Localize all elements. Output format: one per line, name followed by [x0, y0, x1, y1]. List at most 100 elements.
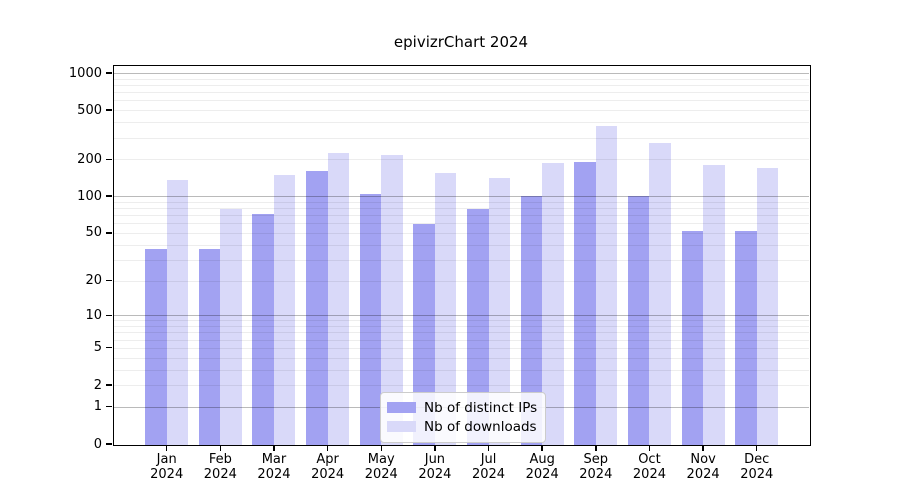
x-tick-label-jan: Jan 2024 — [150, 452, 184, 482]
minor-gridline-400 — [113, 122, 809, 124]
bar-ips-aug — [520, 196, 543, 445]
y-tick-20 — [106, 279, 112, 282]
y-tick-2 — [106, 384, 112, 386]
bar-ips-sep — [574, 161, 596, 445]
legend-label-distinct-ips: Nb of distinct IPs — [424, 399, 538, 416]
x-tick-label-may: May 2024 — [364, 452, 398, 482]
bar-ips-jan — [145, 248, 167, 445]
y-tick-5 — [106, 347, 112, 349]
y-tick-1 — [106, 406, 112, 408]
minor-gridline-40 — [113, 244, 809, 246]
x-tick-aug — [541, 446, 543, 451]
minor-gridline-200 — [113, 159, 809, 161]
y-tick-0 — [106, 443, 112, 445]
bar-downloads-jan — [166, 180, 189, 445]
bar-ips-may — [359, 193, 382, 445]
x-tick-jan — [166, 446, 168, 451]
legend-swatch-downloads — [387, 421, 416, 432]
x-tick-label-aug: Aug 2024 — [525, 452, 559, 482]
x-tick-jun — [434, 446, 436, 451]
minor-gridline-90 — [113, 201, 809, 203]
bar-downloads-jul — [488, 178, 511, 445]
x-tick-label-mar: Mar 2024 — [257, 452, 291, 482]
bar-ips-jun — [413, 224, 435, 445]
y-tick-label-100: 100 — [77, 188, 102, 204]
x-tick-jul — [487, 446, 490, 451]
minor-gridline-80 — [113, 208, 809, 210]
x-tick-label-jul: Jul 2024 — [471, 452, 506, 482]
y-tick-label-500: 500 — [77, 102, 102, 118]
legend-swatch-distinct-ips — [387, 402, 416, 413]
x-tick-nov — [702, 446, 704, 451]
bar-downloads-may — [381, 155, 403, 445]
legend-label-downloads: Nb of downloads — [424, 418, 537, 435]
x-tick-label-feb: Feb 2024 — [203, 452, 237, 482]
y-tick-100 — [106, 195, 112, 197]
bar-downloads-mar — [273, 174, 296, 445]
x-tick-label-oct: Oct 2024 — [632, 452, 666, 482]
minor-gridline-800 — [113, 84, 809, 86]
y-tick-label-10: 10 — [85, 307, 102, 323]
y-tick-label-1000: 1000 — [68, 65, 102, 81]
bar-downloads-sep — [595, 125, 618, 445]
legend-item-distinct-ips: Nb of distinct IPs — [387, 398, 538, 417]
legend: Nb of distinct IPs Nb of downloads — [380, 392, 546, 443]
y-tick-10 — [106, 314, 112, 316]
y-tick-label-200: 200 — [77, 151, 102, 167]
x-tick-feb — [219, 446, 222, 451]
x-tick-label-nov: Nov 2024 — [686, 452, 720, 482]
bar-downloads-dec — [756, 167, 779, 445]
minor-gridline-700 — [113, 92, 809, 94]
bar-ips-feb — [198, 248, 221, 445]
plot-frame — [113, 65, 811, 446]
minor-gridline-20 — [113, 280, 809, 282]
y-tick-50 — [106, 232, 112, 234]
bar-ips-oct — [627, 196, 650, 445]
x-tick-mar — [273, 446, 275, 451]
minor-gridline-500 — [113, 110, 809, 112]
x-tick-label-dec: Dec 2024 — [740, 452, 774, 482]
minor-gridline-30 — [113, 259, 809, 261]
y-tick-200 — [106, 158, 112, 160]
minor-gridline-8 — [113, 326, 809, 327]
bar-downloads-nov — [703, 164, 725, 445]
minor-gridline-3 — [113, 369, 809, 371]
x-tick-dec — [756, 446, 758, 451]
minor-gridline-7 — [113, 332, 809, 334]
bar-ips-jul — [467, 209, 489, 445]
major-gridline-1000 — [113, 73, 809, 74]
y-tick-label-5: 5 — [93, 340, 102, 356]
minor-gridline-50 — [113, 232, 809, 234]
x-tick-label-jun: Jun 2024 — [418, 452, 452, 482]
y-tick-label-1: 1 — [93, 399, 102, 415]
bar-downloads-aug — [542, 163, 564, 445]
x-tick-may — [380, 446, 382, 451]
x-tick-label-apr: Apr 2024 — [311, 452, 345, 482]
minor-gridline-900 — [113, 78, 809, 80]
bar-ips-mar — [252, 214, 274, 445]
minor-gridline-70 — [113, 215, 809, 217]
y-tick-1000 — [106, 72, 112, 74]
minor-gridline-2 — [113, 385, 809, 386]
major-gridline-10 — [113, 315, 809, 317]
x-tick-oct — [648, 446, 651, 451]
bar-downloads-apr — [327, 152, 350, 445]
y-tick-label-50: 50 — [85, 225, 102, 241]
minor-gridline-9 — [113, 320, 809, 322]
bar-downloads-feb — [220, 209, 242, 445]
bar-downloads-jun — [434, 172, 457, 445]
major-gridline-100 — [113, 196, 809, 198]
chart-title: epivizrChart 2024 — [393, 33, 529, 51]
y-tick-500 — [106, 109, 112, 111]
bar-ips-nov — [681, 230, 704, 445]
y-tick-label-2: 2 — [93, 377, 102, 393]
bar-ips-dec — [735, 230, 757, 445]
minor-gridline-5 — [113, 347, 809, 349]
x-tick-label-sep: Sep 2024 — [579, 452, 613, 482]
minor-gridline-60 — [113, 223, 809, 225]
x-tick-apr — [326, 446, 329, 451]
y-tick-label-20: 20 — [85, 273, 102, 288]
y-tick-label-0: 0 — [93, 436, 102, 452]
bar-downloads-oct — [649, 143, 671, 445]
